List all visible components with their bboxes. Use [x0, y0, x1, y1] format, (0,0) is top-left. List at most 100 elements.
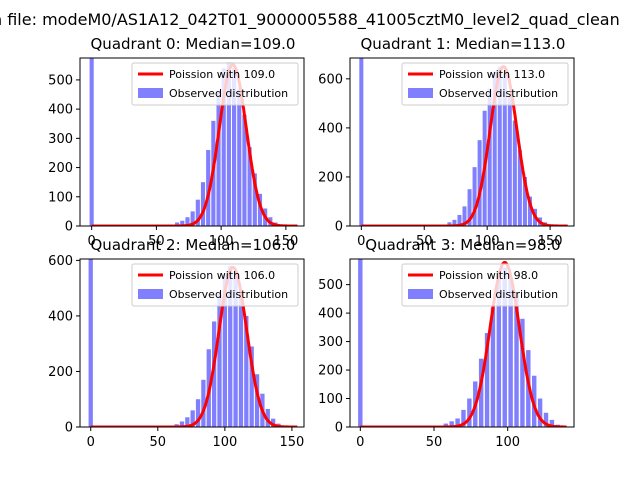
- legend-label: Poission with 113.0: [439, 68, 545, 81]
- histogram-bar: [190, 211, 195, 226]
- histogram-bar: [195, 199, 200, 226]
- y-tick-label: 300: [48, 132, 73, 147]
- histogram-bar: [216, 91, 221, 226]
- histogram-bar: [502, 73, 507, 226]
- histogram-bar: [543, 412, 549, 427]
- x-tick-label: 50: [426, 435, 443, 450]
- histogram-bar: [222, 274, 228, 427]
- y-tick-label: 400: [318, 307, 343, 322]
- legend: Poission with 113.0 Observed distribution: [401, 62, 569, 106]
- histogram-bar: [462, 206, 467, 226]
- histogram-bar: [478, 358, 484, 427]
- histogram-bar: [502, 267, 507, 427]
- histogram-bar: [472, 167, 477, 226]
- histogram-bar: [237, 88, 242, 226]
- x-tick-label: 0: [87, 435, 95, 450]
- histogram-bar: [496, 278, 502, 427]
- legend-label: Poission with 98.0: [439, 269, 538, 282]
- histogram-bar: [537, 398, 543, 427]
- histogram-bar: [249, 346, 254, 427]
- histogram-bar: [228, 265, 233, 427]
- histogram-bar: [185, 217, 190, 226]
- subplot-3: Quadrant 3: Median=98.0 0 50 100 0 100 200 300…: [318, 236, 575, 450]
- plot-area: [89, 58, 299, 226]
- histogram-bar: [477, 140, 482, 226]
- histogram-bar: [257, 193, 263, 226]
- legend: Poission with 109.0 Observed distribution: [131, 62, 299, 106]
- x-tick-label: 100: [495, 435, 520, 450]
- histogram-bar: [195, 399, 201, 427]
- x-tick-label: 50: [148, 234, 165, 249]
- histogram-bar: [497, 66, 502, 226]
- legend-label: Observed distribution: [169, 87, 288, 100]
- x-tick-label: 0: [356, 435, 364, 450]
- y-tick-label: 200: [318, 170, 343, 185]
- histogram-bar: [211, 321, 217, 427]
- histogram-bar: [507, 96, 512, 226]
- histogram-bar: [185, 417, 190, 427]
- histogram-bar: [358, 259, 363, 427]
- poisson-curve: [359, 260, 568, 427]
- plot-area: [358, 259, 568, 427]
- y-tick-label: 500: [318, 278, 343, 293]
- x-tick-label: 100: [212, 435, 237, 450]
- legend-box: [131, 263, 299, 307]
- legend-box: [131, 62, 299, 106]
- histogram-bar: [508, 278, 513, 427]
- y-tick-label: 600: [48, 254, 73, 269]
- y-tick-label: 0: [335, 421, 343, 436]
- legend-label: Observed distribution: [439, 288, 558, 301]
- histogram-bar: [244, 315, 249, 427]
- legend-bar-swatch: [408, 289, 433, 299]
- legend-box: [401, 62, 569, 106]
- y-tick-label: 300: [318, 335, 343, 350]
- histogram-bar: [517, 149, 522, 226]
- histogram-bar: [452, 219, 457, 226]
- histogram-bar: [461, 409, 466, 427]
- histogram-bar: [449, 421, 454, 427]
- histogram-bar: [200, 182, 206, 226]
- histogram-bar: [512, 120, 517, 226]
- y-tick-label: 600: [318, 72, 343, 87]
- histogram-bar: [520, 318, 525, 427]
- histogram-bar: [252, 173, 257, 226]
- histogram-bar: [527, 196, 532, 226]
- histogram-bar: [447, 222, 452, 226]
- y-tick-label: 0: [65, 421, 73, 436]
- subplot-title: Quadrant 2: Median=106.0: [91, 236, 296, 254]
- histogram-bar: [455, 418, 460, 427]
- x-tick-label: 100: [475, 234, 500, 249]
- histogram-bar: [233, 271, 238, 427]
- histogram-bar: [175, 222, 180, 226]
- axes-frame: [349, 57, 575, 227]
- histogram-bar: [522, 176, 527, 226]
- subplot-1: Quadrant 1: Median=113.0 0 50 100 150 0 200 40…: [318, 35, 575, 249]
- histogram-bar: [467, 189, 472, 226]
- subplot-2: Quadrant 2: Median=106.0 0 50 100 150 0 200 40…: [48, 236, 305, 450]
- histogram-bar: [201, 379, 206, 427]
- plot-area: [359, 58, 569, 226]
- histogram-bar: [88, 259, 93, 427]
- y-tick-label: 100: [318, 392, 343, 407]
- histogram-bar: [492, 71, 497, 226]
- y-tick-label: 400: [48, 309, 73, 324]
- y-tick-label: 200: [48, 161, 73, 176]
- histogram-bar: [180, 220, 185, 226]
- histogram-bar: [487, 88, 492, 226]
- histogram-bar: [179, 421, 185, 427]
- subplot-title: Quadrant 3: Median=98.0: [365, 236, 560, 254]
- y-tick-label: 400: [48, 103, 73, 118]
- plot-area: [88, 259, 299, 427]
- y-tick-label: 0: [335, 220, 343, 235]
- legend-box: [401, 263, 569, 307]
- histogram-bar: [190, 410, 195, 427]
- poisson-curve: [360, 65, 569, 226]
- x-tick-label: 50: [416, 234, 433, 249]
- histogram-bar: [490, 307, 496, 427]
- histogram-bar: [238, 290, 244, 427]
- histogram-bar: [457, 214, 462, 226]
- histogram-bar: [232, 68, 237, 226]
- poisson-curve: [89, 265, 299, 427]
- x-tick-label: 150: [280, 435, 305, 450]
